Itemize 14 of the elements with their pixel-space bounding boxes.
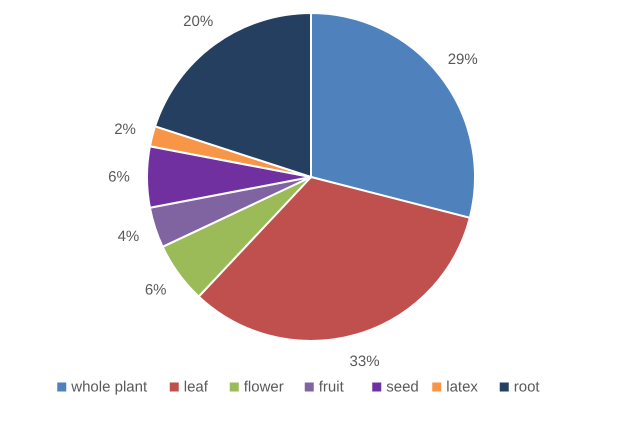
data-label: 2% [114, 120, 136, 138]
legend-label: fruit [318, 378, 345, 396]
data-label: 4% [118, 228, 140, 245]
data-label: 33% [350, 352, 380, 370]
legend-label: leaf [184, 378, 209, 396]
legend-label: seed [386, 378, 419, 396]
legend-label: whole plant [70, 378, 148, 396]
legend-label: flower [244, 378, 284, 396]
data-label: 6% [144, 281, 167, 298]
data-label: 6% [108, 168, 130, 186]
legend-label: root [514, 378, 540, 396]
data-label: 20% [183, 13, 214, 30]
legend-label: latex [446, 378, 478, 396]
data-label: 29% [448, 50, 478, 68]
